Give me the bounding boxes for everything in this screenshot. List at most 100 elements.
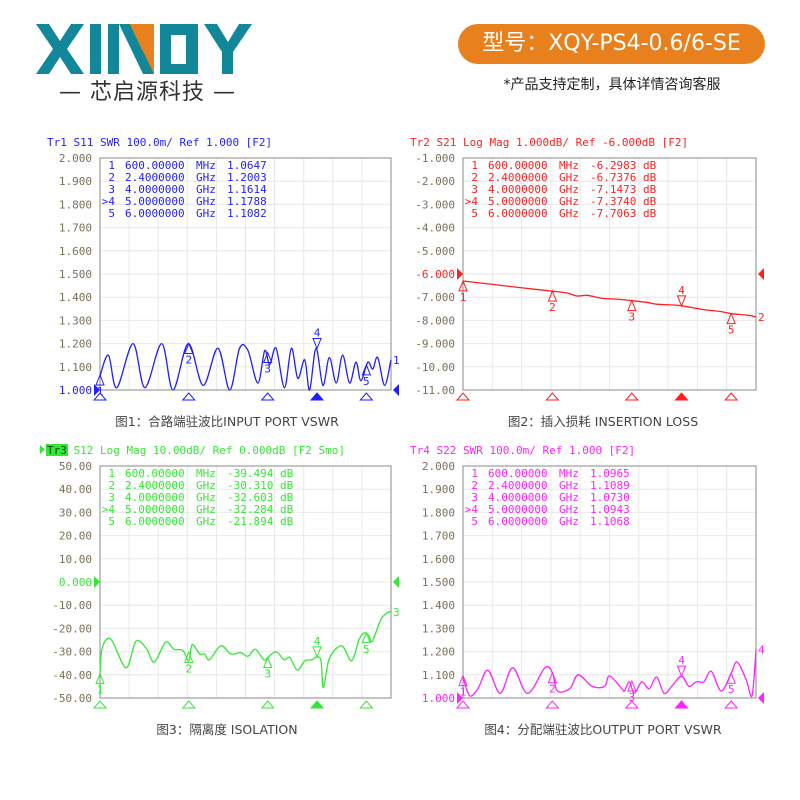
marker-table-unit: GHz — [559, 479, 579, 492]
marker-label: 5 — [728, 683, 735, 696]
marker-table-value: 1.0730 — [590, 491, 630, 504]
marker-table-unit: MHz — [559, 159, 579, 172]
marker-1-icon — [95, 373, 105, 386]
marker-table-value: -6.2983 dB — [590, 159, 657, 172]
marker-table-frequency: 600.00000 — [125, 467, 185, 480]
y-tick-label: -40.00 — [52, 669, 92, 682]
chart-caption: 图3：隔离度 ISOLATION — [156, 722, 297, 737]
marker-table-value: 1.2003 — [227, 171, 267, 184]
marker-table-frequency: 600.00000 — [488, 159, 548, 172]
trace-header: S22 SWR 100.0m/ Ref 1.000 [F2] — [437, 444, 636, 457]
active-trace-arrow-icon — [40, 445, 45, 454]
marker-table-unit: GHz — [559, 195, 579, 208]
marker-table-value: -21.894 dB — [227, 515, 294, 528]
y-tick-label: 1.900 — [422, 483, 455, 496]
marker-table-value: 1.1068 — [590, 515, 630, 528]
marker-table-id: 2 — [471, 171, 478, 184]
marker-table-id: 2 — [471, 479, 478, 492]
y-tick-label: 1.800 — [422, 506, 455, 519]
marker-table-frequency: 5.0000000 — [488, 195, 548, 208]
marker-table-unit: GHz — [559, 503, 579, 516]
marker-table-id: >4 — [102, 195, 116, 208]
marker-stimulus-4-icon — [309, 392, 325, 401]
y-tick-label: 10.00 — [59, 553, 92, 566]
marker-table-value: -39.494 dB — [227, 467, 294, 480]
marker-2-icon — [547, 289, 558, 302]
marker-table-value: 1.1614 — [227, 183, 267, 196]
y-tick-label: -10.00 — [415, 361, 455, 374]
y-tick-label: 1.300 — [422, 622, 455, 635]
reference-level-right-icon — [758, 692, 764, 704]
trace-end-label: 2 — [758, 311, 765, 324]
y-tick-label: 2.000 — [59, 152, 92, 165]
marker-stimulus-1-icon — [455, 700, 471, 709]
marker-stimulus-3-icon — [260, 392, 275, 401]
trace-id-highlight — [46, 444, 68, 456]
y-tick-label: 2.000 — [422, 460, 455, 473]
marker-table-id: 3 — [108, 491, 115, 504]
marker-stimulus-1-icon — [92, 700, 108, 709]
marker-table-frequency: 5.0000000 — [488, 503, 548, 516]
marker-table-unit: MHz — [559, 467, 579, 480]
marker-label: 4 — [314, 327, 321, 340]
y-tick-label: 1.300 — [59, 314, 92, 327]
marker-2-icon — [547, 671, 558, 684]
marker-table-frequency: 600.00000 — [488, 467, 548, 480]
marker-5-icon — [726, 671, 736, 684]
marker-table-id: 5 — [471, 207, 478, 220]
y-tick-label: -5.000 — [415, 245, 455, 258]
marker-table-unit: GHz — [196, 195, 216, 208]
marker-4-icon — [312, 646, 322, 659]
y-tick-label: -30.00 — [52, 646, 92, 659]
y-tick-label: 1.600 — [422, 553, 455, 566]
marker-stimulus-5-icon — [359, 392, 374, 401]
marker-table-unit: MHz — [196, 159, 216, 172]
marker-table-value: -32.603 dB — [227, 491, 294, 504]
y-tick-label: -9.000 — [415, 338, 455, 351]
marker-3-icon — [627, 299, 637, 312]
marker-stimulus-2-icon — [545, 392, 560, 401]
y-tick-label: 1.700 — [59, 222, 92, 235]
marker-table-value: 1.0647 — [227, 159, 267, 172]
marker-2-icon — [184, 342, 194, 355]
marker-stimulus-2-icon — [181, 392, 196, 401]
marker-stimulus-5-icon — [724, 392, 739, 401]
marker-table-unit: GHz — [559, 207, 579, 220]
marker-label: 1 — [460, 291, 467, 304]
marker-stimulus-3-icon — [260, 700, 275, 709]
y-tick-label: 30.00 — [59, 506, 92, 519]
trace-header: S21 Log Mag 1.000dB/ Ref -6.000dB [F2] — [437, 136, 689, 149]
marker-table-unit: GHz — [559, 183, 579, 196]
marker-table-unit: GHz — [559, 515, 579, 528]
y-tick-label: 1.100 — [59, 361, 92, 374]
reference-level-left-icon — [457, 692, 463, 704]
marker-label: 1 — [97, 684, 104, 697]
marker-table-value: 1.1788 — [227, 195, 267, 208]
marker-5-icon — [726, 312, 736, 325]
marker-table-value: 1.1082 — [227, 207, 267, 220]
marker-table-id: >4 — [102, 503, 116, 516]
marker-table-frequency: 6.0000000 — [125, 515, 185, 528]
chart-caption: 图4：分配端驻波比OUTPUT PORT VSWR — [484, 722, 721, 737]
marker-stimulus-4-icon — [674, 392, 689, 401]
marker-table-unit: GHz — [196, 503, 216, 516]
marker-stimulus-3-icon — [624, 700, 639, 709]
marker-table-value: 1.0965 — [590, 467, 630, 480]
reference-level-left-icon — [94, 576, 100, 588]
marker-table-frequency: 2.4000000 — [488, 479, 548, 492]
plot-frame — [462, 465, 757, 699]
trace-id: Tr3 — [47, 444, 67, 457]
marker-1-icon — [458, 674, 468, 687]
marker-table-id: 3 — [108, 183, 115, 196]
marker-label: 1 — [97, 385, 104, 398]
marker-stimulus-5-icon — [359, 700, 374, 709]
y-tick-label: -1.000 — [415, 152, 455, 165]
marker-table-unit: GHz — [196, 207, 216, 220]
chart-1: Tr1 S11 SWR 100.0m/ Ref 1.000 [F2] 2.000 1.… — [47, 136, 400, 429]
marker-5-icon — [361, 631, 372, 644]
marker-table-unit: GHz — [196, 183, 216, 196]
marker-table-value: 1.1089 — [590, 479, 630, 492]
model-badge: 型号：XQY-PS4-0.6/6-SE — [458, 24, 765, 64]
y-tick-label: -50.00 — [52, 692, 92, 705]
